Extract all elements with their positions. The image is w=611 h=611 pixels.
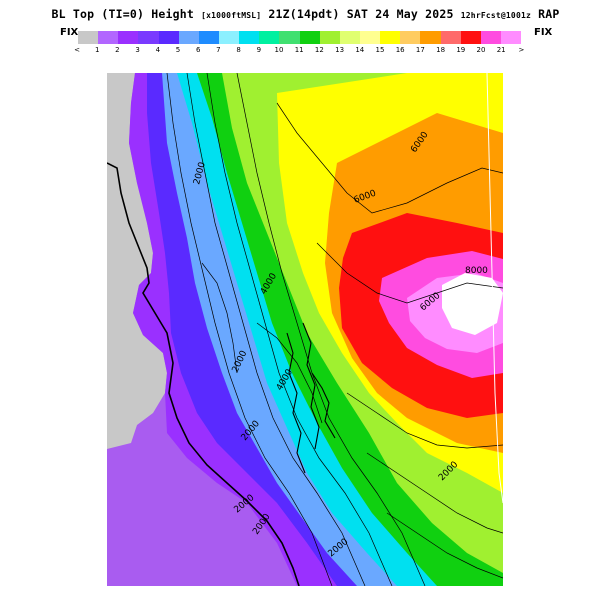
color-scale-tick-label: 6 [195, 46, 201, 54]
title-model: RAP [538, 7, 560, 21]
color-scale-ticks: <1 2 3 4 5 6 7 8 9 10 11 12 13 14 15 16 17 18 19 20 21 > [70, 46, 540, 56]
color-swatch [339, 31, 360, 44]
color-swatch [118, 31, 139, 44]
fix-label-left: FIX [60, 27, 79, 38]
color-scale-tick-label: 17 [415, 46, 425, 54]
title-forecast: 12hrFcst@1001z [460, 11, 531, 20]
title-units: [x1000ftMSL] [201, 11, 262, 20]
color-swatch [259, 31, 280, 44]
color-scale-tick-label: 13 [335, 46, 345, 54]
color-swatch [400, 31, 421, 44]
color-scale-tick-label: 7 [216, 46, 221, 54]
terrain-contour-scribble [286, 322, 336, 474]
color-swatch [239, 31, 260, 44]
title-valid-time: 21Z(14pdt) SAT 24 May 2025 [268, 7, 454, 21]
color-swatch [198, 31, 219, 44]
color-swatch [138, 31, 159, 44]
color-swatch [460, 31, 481, 44]
color-scale-tick-label: 3 [135, 46, 140, 54]
color-swatch [380, 31, 401, 44]
color-swatch [480, 31, 501, 44]
color-scale-tick-label: < [74, 46, 80, 54]
color-scale-tick-label: 5 [175, 46, 181, 54]
state-border [486, 73, 503, 504]
color-scale-tick-label: 12 [314, 46, 324, 54]
color-swatch [78, 31, 99, 44]
color-scale-tick-label: 14 [355, 46, 365, 54]
color-swatch [420, 31, 441, 44]
height-contours [166, 73, 503, 586]
color-scale-tick-label: 15 [375, 46, 385, 54]
color-swatch [178, 31, 199, 44]
color-swatch [279, 31, 300, 44]
offshore-gray-region [107, 73, 167, 449]
color-scale-tick-label: 18 [436, 46, 446, 54]
map-svg: 6000600060008000400040002000200020002000… [107, 73, 503, 586]
color-scale-tick-label: > [518, 46, 525, 54]
color-scale-tick-label: 20 [476, 46, 486, 54]
color-swatch [500, 31, 522, 44]
color-swatch [319, 31, 340, 44]
color-scale-bar [78, 31, 522, 44]
color-scale-tick-label: 8 [236, 46, 241, 54]
color-scale-tick-label: 16 [395, 46, 405, 54]
map-panel: 6000 6000 6000 8000 4000 4000 2000 2000 2000 2000… [107, 73, 503, 586]
color-swatch [299, 31, 320, 44]
title-main: BL Top (TI=0) Height [51, 7, 194, 21]
color-swatch [218, 31, 240, 44]
color-scale-tick-label: 21 [496, 46, 506, 54]
color-swatch [440, 31, 461, 44]
color-swatch [98, 31, 119, 44]
contour-label: 8000 [465, 266, 488, 276]
color-scale-tick-label: 4 [155, 46, 161, 54]
color-scale-tick-label: 1 [94, 46, 100, 54]
figure-title: BL Top (TI=0) Height [x1000ftMSL] 21Z(14… [0, 7, 611, 21]
color-scale-tick-label: 9 [256, 46, 262, 54]
coastline-outline [107, 162, 300, 586]
color-swatch [158, 31, 179, 44]
color-scale-tick-label: 11 [294, 46, 304, 54]
fix-label-right: FIX [534, 27, 553, 38]
color-swatch [359, 31, 381, 44]
color-scale-tick-label: 19 [456, 46, 466, 54]
color-scale-tick-label: 2 [115, 46, 120, 54]
field-band-white-peak [442, 273, 503, 335]
color-scale-tick-label: 10 [274, 46, 284, 54]
